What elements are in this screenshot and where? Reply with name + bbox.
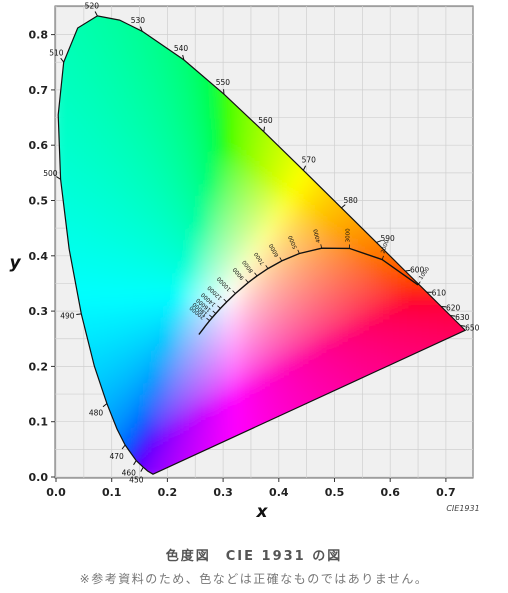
wavelength-tick [405, 269, 411, 272]
wavelength-label: 620 [446, 303, 461, 312]
y-tick-label: 0.0 [29, 471, 49, 484]
wavelength-label: 590 [380, 234, 395, 243]
y-axis-label: y [9, 253, 21, 273]
y-tick-label: 0.5 [29, 195, 49, 208]
y-tick-label: 0.2 [29, 360, 49, 373]
temperature-tick [212, 310, 217, 314]
y-tick-label: 0.8 [29, 29, 49, 42]
temperature-tick [320, 244, 323, 249]
wavelength-label: 450 [129, 475, 144, 484]
wavelength-tick [140, 466, 144, 472]
temperature-tick [217, 305, 221, 309]
temperature-tick [223, 298, 227, 303]
temperature-tick [232, 290, 236, 294]
wavelength-tick [182, 54, 185, 60]
x-tick-label: 0.7 [436, 486, 456, 499]
temperature-tick [381, 255, 384, 260]
x-tick-label: 0.4 [269, 486, 289, 499]
temperature-tick [209, 314, 213, 318]
wavelength-tick [133, 460, 137, 466]
wavelength-label: 500 [43, 169, 58, 178]
temperature-tick [279, 257, 283, 262]
temperature-tick [254, 272, 258, 277]
x-tick-label: 0.6 [380, 486, 400, 499]
wavelength-tick [450, 315, 456, 317]
wavelength-tick [341, 204, 346, 209]
temperature-label: 4000 [313, 228, 322, 243]
y-tick-label: 0.3 [29, 305, 49, 318]
temperature-tick [265, 265, 269, 269]
y-tick-label: 0.1 [29, 416, 49, 429]
wavelength-tick [460, 324, 466, 327]
y-tick-label: 0.7 [29, 84, 49, 97]
wavelength-label: 510 [49, 49, 64, 58]
temperature-tick [206, 317, 210, 322]
disclaimer-note: ※参考資料のため、色などは正確なものではありません。 [79, 572, 429, 586]
wavelength-tick [139, 26, 143, 32]
x-tick-label: 0.0 [46, 486, 66, 499]
temperature-tick [297, 249, 300, 254]
y-axis-ticks: 0.0 0.1 0.2 0.3 0.4 0.5 0.6 0.7 0.8 [29, 29, 55, 484]
wavelength-tick [94, 11, 98, 17]
x-tick-label: 0.3 [213, 486, 233, 499]
x-tick-label: 0.5 [325, 486, 345, 499]
watermark: CIE1931 [446, 504, 479, 513]
wavelength-label: 560 [258, 116, 273, 125]
x-tick-label: 0.2 [158, 486, 178, 499]
wavelength-tick [121, 444, 126, 450]
wavelength-tick [102, 403, 108, 408]
wavelength-label: 580 [343, 196, 358, 205]
wavelength-tick [60, 57, 65, 63]
temperature-label: 2000 [380, 239, 390, 255]
figure-caption: 色度図 CIE 1931 の図 [165, 549, 343, 564]
wavelength-label: 480 [89, 409, 104, 418]
temperature-tick [245, 279, 249, 283]
wavelength-tick [56, 176, 61, 180]
wavelength-tick [76, 313, 82, 316]
temperature-tick [417, 281, 421, 286]
x-axis-label: x [256, 502, 269, 522]
wavelength-tick [376, 240, 382, 243]
wavelength-label: 600 [410, 265, 425, 274]
x-tick-label: 0.1 [102, 486, 122, 499]
temperature-label: 5000 [288, 234, 299, 250]
y-tick-label: 0.6 [29, 139, 49, 152]
wavelength-label: 530 [131, 16, 146, 25]
x-axis-ticks: 0.0 0.1 0.2 0.3 0.4 0.5 0.6 0.7 [46, 478, 456, 499]
wavelength-label: 490 [60, 312, 75, 321]
wavelength-label: 650 [465, 323, 480, 332]
wavelength-label: 470 [109, 452, 124, 461]
y-tick-label: 0.4 [29, 250, 49, 263]
wavelength-tick [263, 126, 265, 132]
wavelength-label: 630 [455, 313, 470, 322]
spectral-locus [57, 15, 467, 475]
wavelength-label: 550 [216, 78, 231, 87]
temperature-label: 3000 [345, 228, 351, 243]
wavelength-tick [302, 165, 307, 171]
wavelength-label: 520 [85, 1, 100, 10]
wavelength-label: 540 [174, 44, 189, 53]
wavelength-label: 570 [302, 156, 317, 165]
wavelength-label: 610 [432, 288, 447, 297]
wavelength-label: 460 [122, 468, 137, 477]
